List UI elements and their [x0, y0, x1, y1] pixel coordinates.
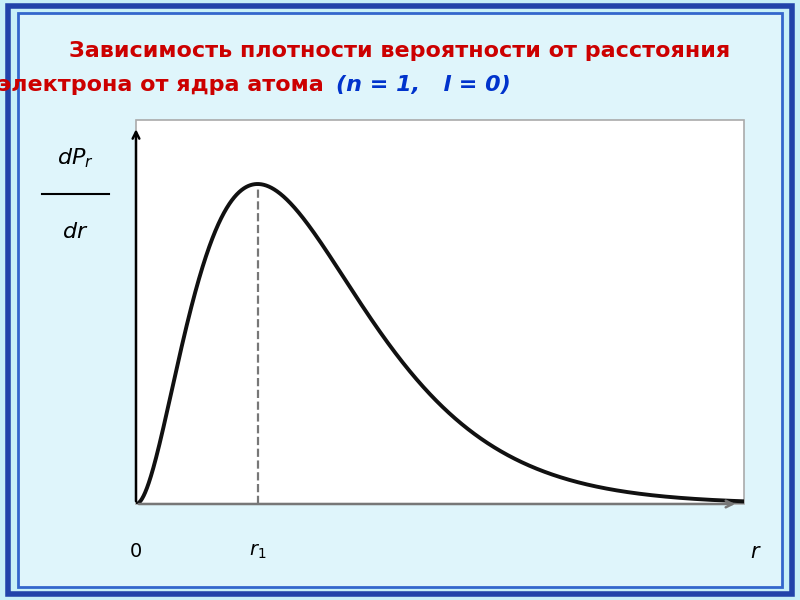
- Text: $dP_r$: $dP_r$: [57, 146, 94, 170]
- Text: 0: 0: [130, 542, 142, 562]
- Bar: [136, 120, 744, 504]
- Text: электрона от ядра атома: электрона от ядра атома: [0, 75, 332, 95]
- Text: $dr$: $dr$: [62, 222, 89, 242]
- Text: $r$: $r$: [750, 542, 762, 562]
- Text: (n = 1,   l = 0): (n = 1, l = 0): [336, 75, 510, 95]
- Text: Зависимость плотности вероятности от расстояния: Зависимость плотности вероятности от рас…: [70, 41, 730, 61]
- Text: $r_1$: $r_1$: [249, 542, 266, 562]
